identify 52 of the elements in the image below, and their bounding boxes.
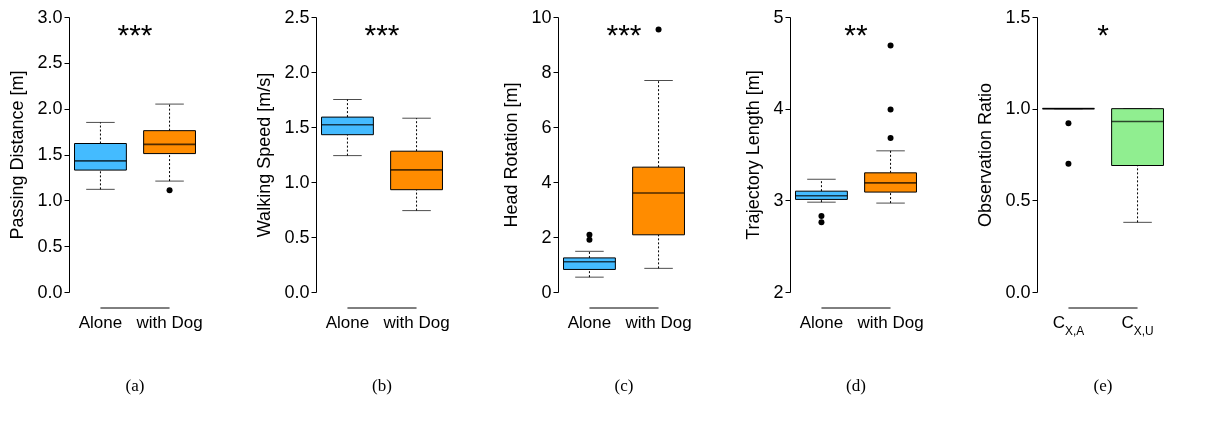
- y-tick-label: 1.5: [284, 116, 310, 137]
- text: (d): [846, 376, 866, 395]
- y-tick-label: 4: [541, 171, 552, 192]
- annotation: *: [1097, 18, 1110, 51]
- y-axis-title: Observation Ratio: [975, 82, 996, 228]
- y-tick-label: 0.5: [284, 226, 310, 247]
- y-tick-label: 4: [773, 98, 784, 119]
- y-tick-label: 3.0: [37, 6, 63, 27]
- y-tick-label: 6: [541, 116, 552, 137]
- y-axis-title: Head Rotation [m]: [501, 82, 522, 228]
- annotation: ***: [364, 18, 400, 51]
- annotation: ***: [606, 18, 642, 51]
- x-tick-label: Alone: [325, 312, 370, 332]
- y-axis-title: Passing Distance [m]: [7, 70, 28, 240]
- y-tick-label: 1.0: [37, 189, 63, 210]
- y-tick-label: 2.5: [37, 52, 63, 73]
- y-tick-label: 0.5: [1005, 189, 1031, 210]
- y-tick-label: 2.0: [284, 61, 310, 82]
- y-tick-label: 5: [773, 6, 784, 27]
- x-tick-label: with Dog: [624, 312, 692, 332]
- y-axis-title: Trajectory Length [m]: [743, 70, 764, 240]
- y-tick-label: 1.0: [284, 171, 310, 192]
- y-tick-label: 2: [773, 281, 784, 302]
- y-tick-label: 0.0: [284, 281, 310, 302]
- y-tick-label: 0: [541, 281, 552, 302]
- y-tick-label: 0.5: [37, 235, 63, 256]
- y-tick-label: 2.0: [37, 98, 63, 119]
- y-axis-title: Walking Speed [m/s]: [254, 72, 275, 238]
- y-tick-label: 1.0: [1005, 98, 1031, 119]
- annotation: **: [844, 18, 868, 51]
- y-tick-label: 2: [541, 226, 552, 247]
- x-tick-label: with Dog: [382, 312, 450, 332]
- x-tick-label: with Dog: [856, 312, 924, 332]
- x-tick-label: Alone: [567, 312, 612, 332]
- text: (e): [1093, 376, 1113, 395]
- y-tick-label: 0.0: [37, 281, 63, 302]
- y-tick-label: 8: [541, 61, 552, 82]
- x-tick-label: C$_{X,A}$: [1052, 312, 1085, 338]
- text: (b): [372, 376, 392, 395]
- y-tick-label: 1.5: [1005, 6, 1031, 27]
- annotation: ***: [117, 18, 153, 51]
- x-tick-label: C$_{X,U}$: [1121, 312, 1154, 338]
- x-tick-label: Alone: [799, 312, 844, 332]
- x-tick-label: with Dog: [135, 312, 203, 332]
- y-tick-label: 3: [773, 189, 784, 210]
- y-tick-label: 2.5: [284, 6, 310, 27]
- y-tick-label: 10: [531, 6, 552, 27]
- text: (c): [614, 376, 634, 395]
- text: (a): [125, 376, 145, 395]
- y-tick-label: 0.0: [1005, 281, 1031, 302]
- x-tick-label: Alone: [78, 312, 123, 332]
- y-tick-label: 1.5: [37, 144, 63, 164]
